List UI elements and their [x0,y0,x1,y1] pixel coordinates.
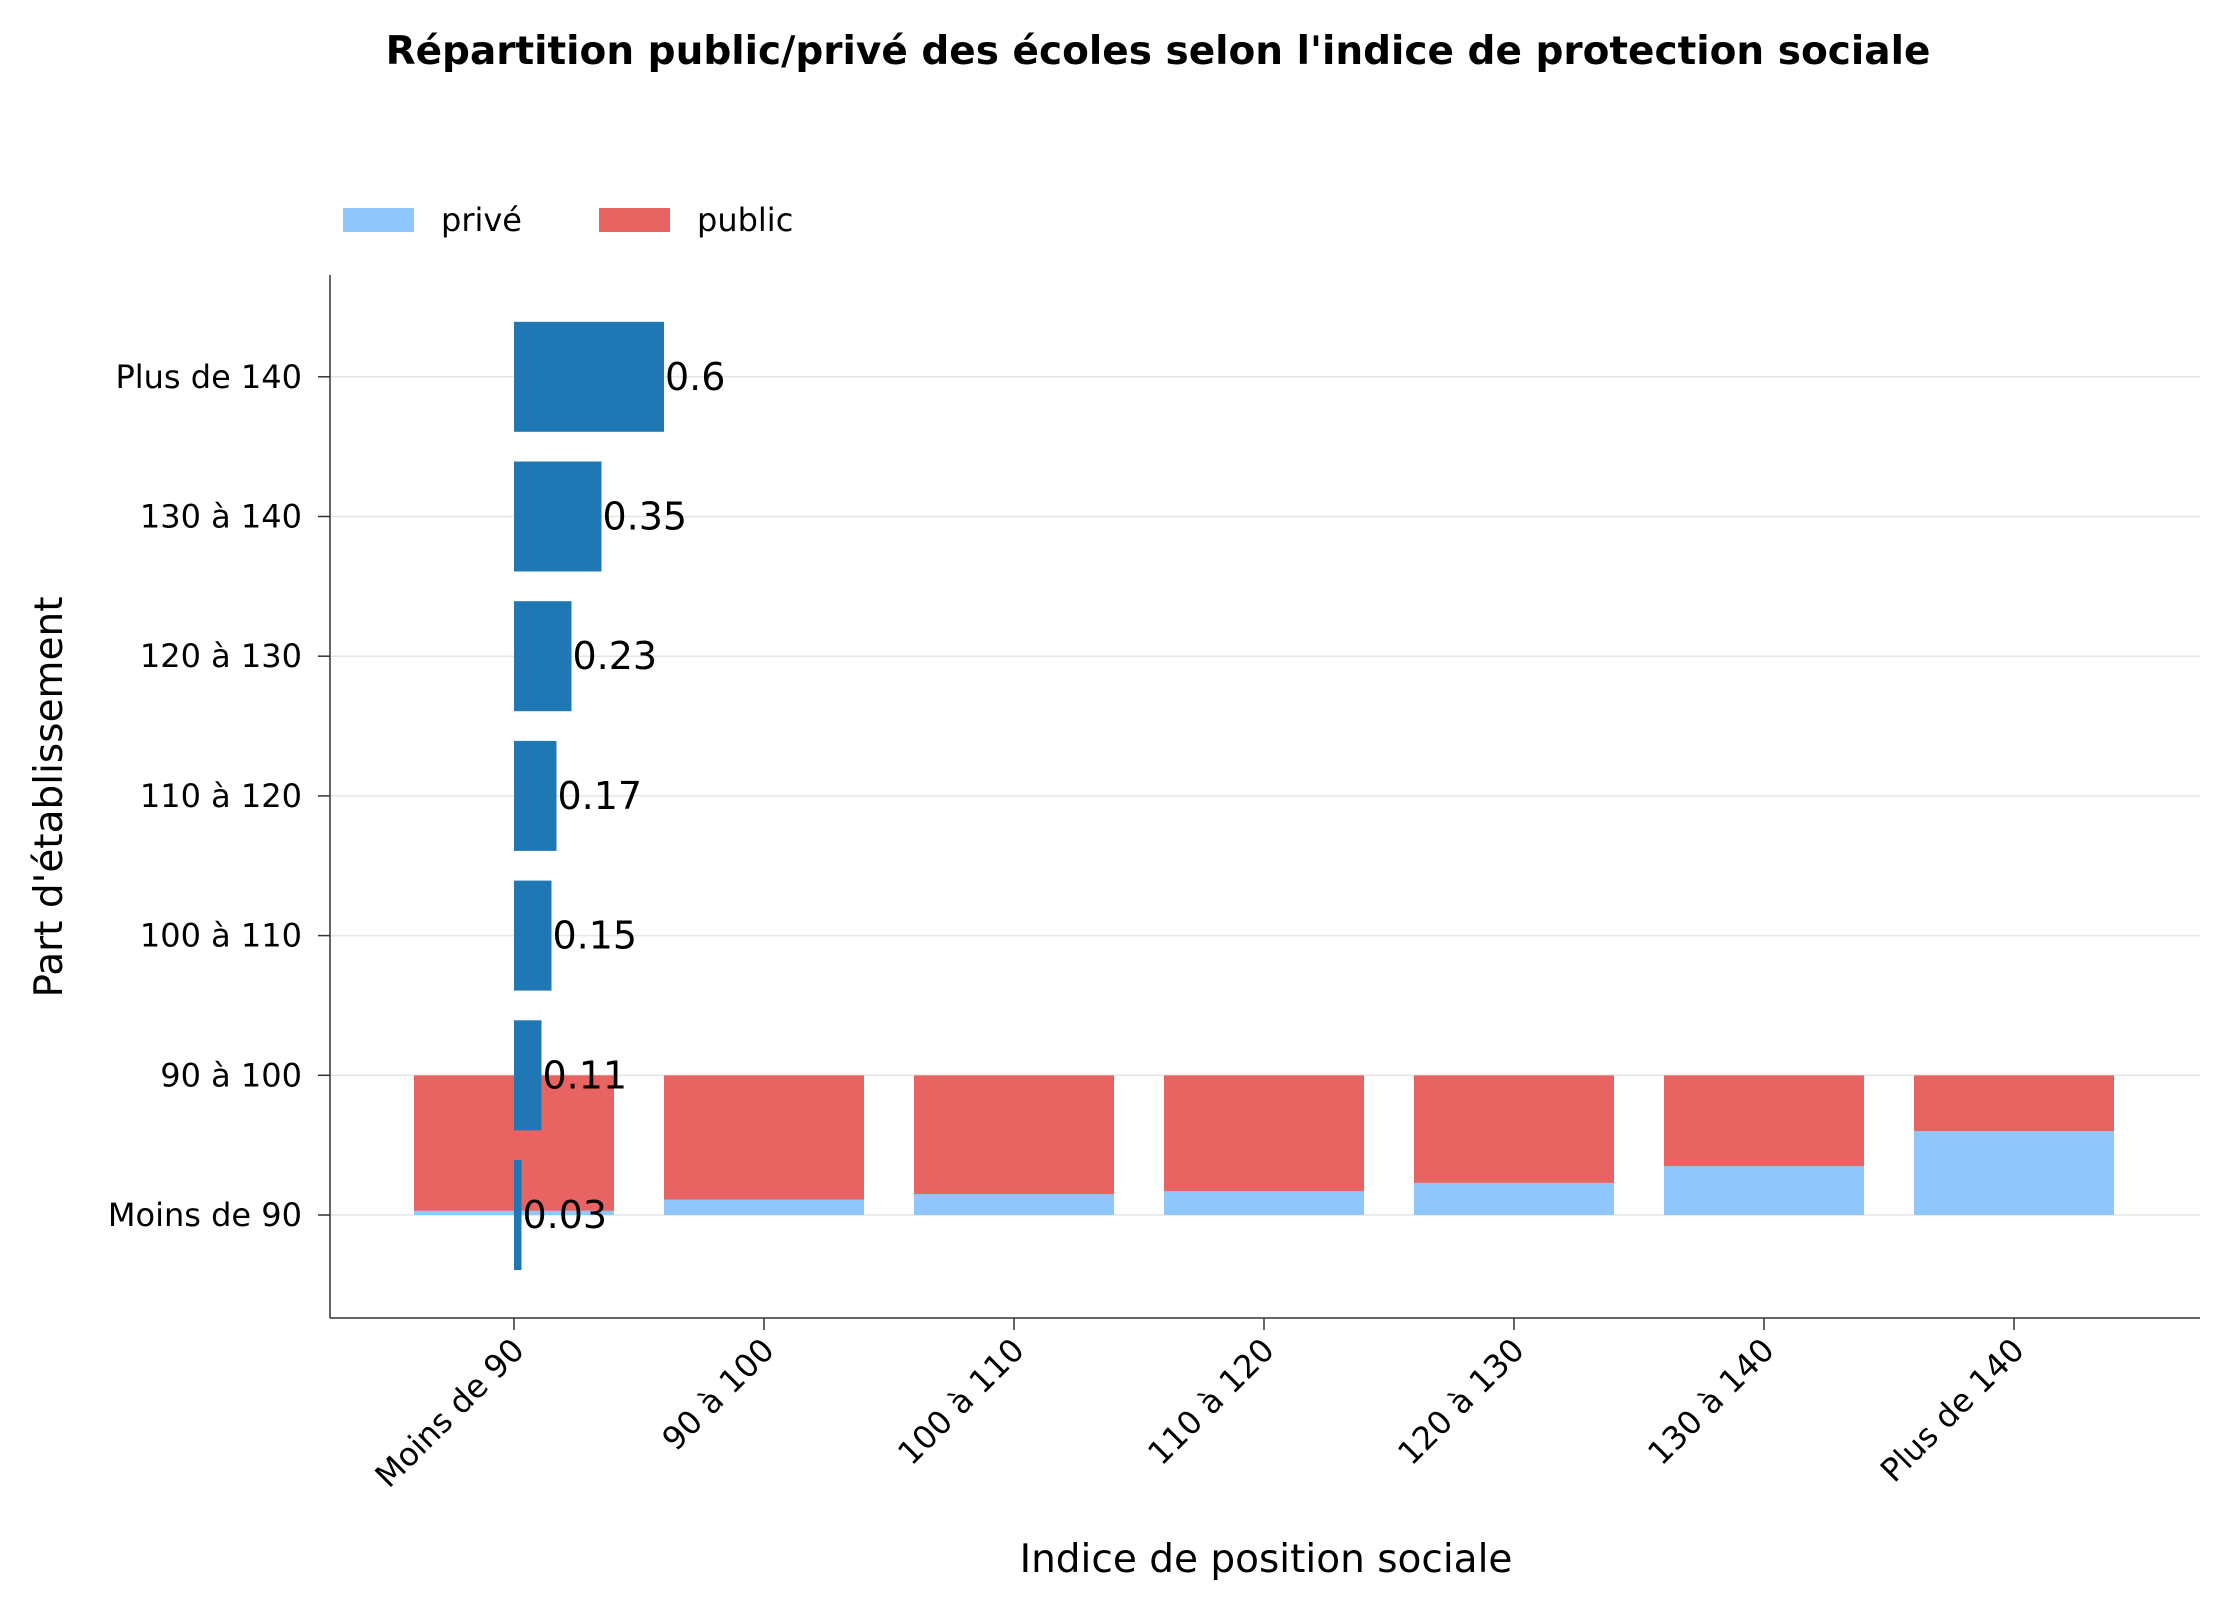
x-axis-label: Indice de position sociale [1020,1537,1513,1582]
hbar-label-110-a-120: 0.17 [558,774,643,818]
bar-public-130-a-140 [1664,1075,1864,1167]
hbar-100-a-110 [514,880,552,991]
hbar-130-a-140 [514,461,602,572]
x-tick-label-110-a-120: 110 à 120 [1140,1331,1281,1472]
hbar-label-90-a-100: 0.11 [543,1053,628,1097]
x-tick-label-100-a-110: 100 à 110 [890,1331,1031,1472]
y-tick-label-plus-de-140: Plus de 140 [115,358,302,396]
x-tick-label-moins-de-90: Moins de 90 [368,1331,532,1495]
bar-public-110-a-120 [1164,1075,1364,1192]
bar-prive-120-a-130 [1414,1182,1614,1215]
chart-title: Répartition public/privé des écoles selo… [386,29,1931,74]
legend: privé public [343,201,793,239]
bar-prive-plus-de-140 [1914,1131,2114,1215]
hbar-label-plus-de-140: 0.6 [665,355,725,399]
y-tick-label-100-a-110: 100 à 110 [140,917,302,955]
legend-label-prive: privé [441,201,522,239]
hbar-110-a-120 [514,740,557,851]
x-tick-label-90-a-100: 90 à 100 [655,1331,782,1458]
hbar-90-a-100 [514,1020,542,1131]
stacked-bars [414,1075,2114,1215]
hbar-moins-de-90 [514,1160,522,1270]
y-tick-label-120-a-130: 120 à 130 [140,637,302,675]
bar-public-90-a-100 [664,1075,864,1200]
bar-public-100-a-110 [914,1075,1114,1195]
x-tick-label-plus-de-140: Plus de 140 [1873,1331,2032,1490]
horizontal-bars [514,321,664,1270]
x-tick-label-130-a-140: 130 à 140 [1640,1331,1781,1472]
hbar-120-a-130 [514,601,572,712]
hbar-label-120-a-130: 0.23 [573,634,658,678]
bar-prive-130-a-140 [1664,1166,1864,1215]
y-tick-label-90-a-100: 90 à 100 [160,1056,302,1094]
hbar-label-moins-de-90: 0.03 [523,1193,608,1237]
bar-public-plus-de-140 [1914,1075,2114,1132]
hbar-label-100-a-110: 0.15 [553,914,638,958]
bar-prive-100-a-110 [914,1194,1114,1215]
legend-swatch-public [599,208,670,232]
hbar-plus-de-140 [514,321,664,432]
y-axis-label: Part d'établissement [27,596,72,997]
bar-prive-110-a-120 [1164,1191,1364,1215]
hbar-label-130-a-140: 0.35 [603,495,688,539]
legend-swatch-prive [343,208,414,232]
bar-public-120-a-130 [1414,1075,1614,1183]
legend-label-public: public [697,201,793,239]
y-tick-label-130-a-140: 130 à 140 [140,498,302,536]
x-ticks: Moins de 90 90 à 100 100 à 110 110 à 120 120… [368,1318,2032,1495]
y-ticks: Moins de 90 90 à 100 100 à 110 110 à 120 120… [108,358,330,1234]
y-tick-label-moins-de-90: Moins de 90 [108,1196,302,1234]
horizontal-bar-labels: 0.03 0.11 0.15 0.17 0.23 0.35 0.6 [523,355,726,1237]
bar-prive-90-a-100 [664,1199,864,1215]
x-tick-label-120-a-130: 120 à 130 [1390,1331,1531,1472]
y-tick-label-110-a-120: 110 à 120 [140,777,302,815]
